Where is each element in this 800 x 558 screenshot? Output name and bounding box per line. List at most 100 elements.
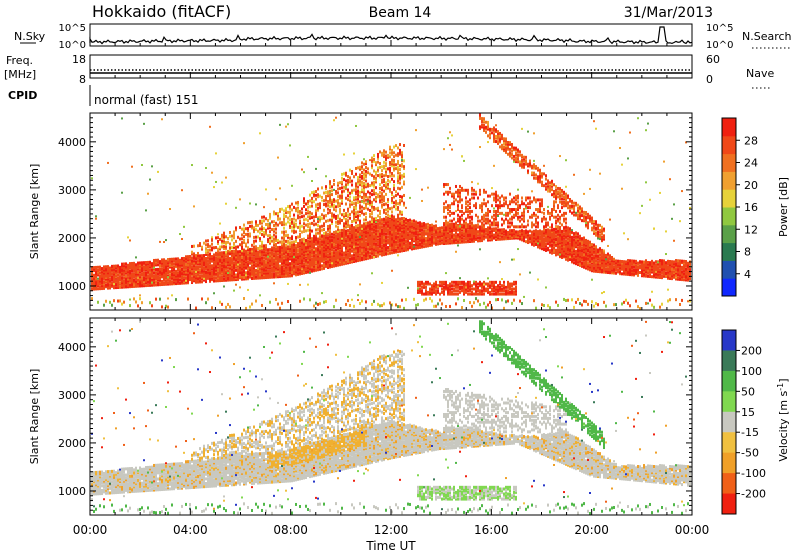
power-cell <box>309 222 311 225</box>
power-cell <box>325 185 327 188</box>
power-cell <box>265 261 267 264</box>
power-cell <box>441 229 443 232</box>
power-cell <box>457 204 459 207</box>
power-cell <box>169 258 171 261</box>
power-cell <box>379 237 381 240</box>
power-cell <box>217 269 219 272</box>
power-cell <box>279 218 281 221</box>
power-cell <box>261 220 263 223</box>
power-cell <box>165 239 167 241</box>
power-cell <box>449 144 451 146</box>
power-cell <box>371 303 373 306</box>
power-cell <box>483 214 485 217</box>
power-cell <box>375 196 377 199</box>
power-cell <box>301 231 303 234</box>
power-cell <box>275 235 277 238</box>
power-cell <box>387 213 389 216</box>
power-cell <box>191 164 193 166</box>
power-cell <box>381 229 383 232</box>
power-cell <box>485 228 487 231</box>
power-cell <box>371 216 373 219</box>
power-cell <box>271 240 273 243</box>
power-cell <box>243 227 245 230</box>
power-cell <box>127 236 129 238</box>
power-cell <box>387 252 389 255</box>
power-cell <box>429 282 431 285</box>
power-cell <box>295 244 297 247</box>
power-cell <box>461 306 463 309</box>
power-cell <box>181 189 183 191</box>
power-cell <box>457 244 459 246</box>
power-cell <box>277 246 279 249</box>
power-cell <box>153 271 155 274</box>
power-cell <box>293 206 295 209</box>
power-cell <box>365 199 367 202</box>
power-cell <box>261 241 263 244</box>
power-cell <box>299 233 301 236</box>
power-cell <box>487 195 489 198</box>
power-cell <box>365 203 367 206</box>
power-cell <box>447 284 449 287</box>
power-cell <box>307 219 309 222</box>
power-cell <box>131 262 133 265</box>
power-cell <box>173 262 175 265</box>
power-cell <box>395 207 397 210</box>
power-cell <box>127 264 129 267</box>
power-cell <box>333 189 335 191</box>
power-cell <box>197 252 199 255</box>
power-cell <box>133 279 135 282</box>
power-cell <box>235 269 237 272</box>
power-cell <box>465 196 467 199</box>
power-cell <box>189 255 191 258</box>
power-cell <box>229 305 231 308</box>
power-cell <box>175 282 177 285</box>
power-cell <box>397 175 399 178</box>
power-cell <box>375 224 377 227</box>
power-cell <box>451 193 453 196</box>
power-cell <box>327 212 329 215</box>
power-cell <box>317 203 319 206</box>
power-cell <box>279 221 281 224</box>
power-cell <box>307 200 309 203</box>
power-cell <box>321 264 323 267</box>
power-cell <box>155 268 157 271</box>
power-cell <box>399 305 401 308</box>
power-cell <box>345 237 347 240</box>
power-cell <box>205 280 207 283</box>
power-cell <box>489 281 491 283</box>
power-cell <box>147 275 149 278</box>
power-cell <box>345 212 347 215</box>
power-cell <box>325 191 327 194</box>
power-cell <box>245 271 247 274</box>
power-cell <box>233 242 235 245</box>
power-cell <box>343 178 345 181</box>
power-cell <box>385 162 387 165</box>
power-cell <box>385 208 387 211</box>
power-cell <box>353 246 355 248</box>
power-cell <box>201 280 203 283</box>
power-cell <box>361 181 363 184</box>
power-cell <box>209 252 211 255</box>
power-cell <box>277 212 279 215</box>
power-cell <box>467 200 469 203</box>
power-cell <box>457 233 459 236</box>
power-cell <box>215 276 217 279</box>
power-cell <box>201 254 203 257</box>
power-cell <box>267 256 269 258</box>
power-cell <box>273 211 275 214</box>
power-cell <box>475 225 477 228</box>
power-cell <box>455 210 457 212</box>
power-cell <box>313 223 315 226</box>
power-cell <box>117 264 119 267</box>
power-cell <box>395 144 397 147</box>
power-cell <box>481 124 483 127</box>
power-cell <box>341 213 343 216</box>
power-cell <box>471 305 473 308</box>
power-cell <box>473 193 475 196</box>
power-cell <box>347 175 349 178</box>
power-cell <box>149 261 151 264</box>
power-cell <box>207 263 209 266</box>
power-cell <box>425 281 427 284</box>
power-cell <box>307 240 309 243</box>
power-cell <box>189 275 191 278</box>
